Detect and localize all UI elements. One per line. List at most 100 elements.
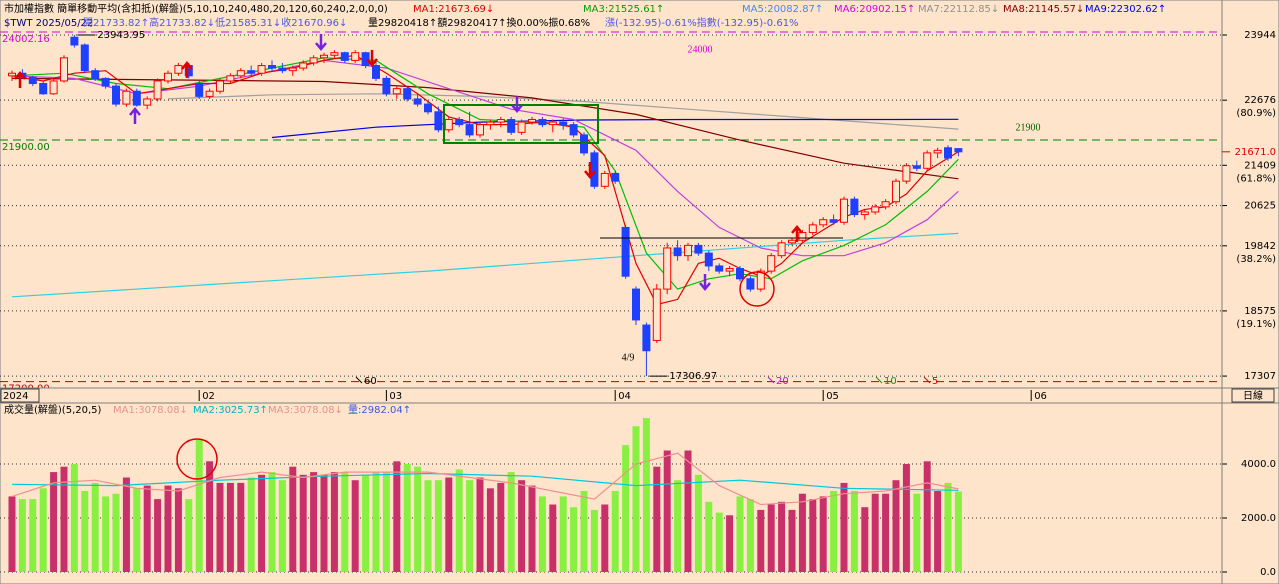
candle-body [642, 324, 651, 352]
volume-bar [351, 480, 359, 572]
ma-line [11, 232, 959, 298]
volume-bar [674, 480, 682, 572]
candle-body [143, 98, 152, 106]
volume-bar [8, 496, 16, 572]
volume-bar [788, 509, 796, 572]
volume-bar [289, 466, 297, 572]
candle-body [663, 247, 672, 290]
fib-label: (80.9%) [1236, 108, 1276, 119]
volume-bar [18, 499, 26, 572]
volume-bar [486, 488, 494, 572]
signal-arrow [181, 61, 193, 78]
candle-body [808, 224, 817, 234]
candle-body [912, 165, 921, 169]
candle-body [299, 62, 308, 69]
volume-bar [143, 485, 151, 572]
y-tick-label: 4000.0 [1241, 459, 1276, 470]
volume-bar [861, 507, 869, 572]
candle-body [122, 90, 131, 105]
legend-entry: MA2:3025.73↑ [193, 405, 268, 416]
volume-bar [549, 504, 557, 572]
candle-body [652, 288, 661, 341]
candle-body [372, 65, 380, 79]
volume-bar [466, 480, 474, 572]
volume-bar [902, 464, 910, 572]
reference-label: 21900.00 [2, 142, 50, 153]
volume-bar [746, 499, 754, 572]
volume-bar [601, 504, 609, 572]
candle-body [611, 172, 620, 182]
legend-entry: MA1:3078.08↓ [113, 405, 188, 416]
period-tick [355, 376, 363, 384]
volume-bar [445, 477, 453, 572]
volume-bar [507, 472, 515, 572]
timeframe-box [1231, 388, 1275, 403]
volume-bar [892, 480, 900, 572]
fib-label: (19.1%) [1236, 319, 1276, 330]
candle-body [39, 83, 48, 95]
signal-arrow [129, 107, 141, 124]
candle-body [424, 103, 432, 113]
volume-bar [663, 450, 671, 572]
volume-bar [112, 493, 120, 572]
candle-body [288, 67, 297, 72]
volume-bar [268, 472, 276, 572]
volume-bar [694, 474, 702, 572]
volume-bar [538, 496, 546, 572]
volume-bar [91, 482, 99, 572]
candle-body [892, 180, 900, 203]
volume-bar [767, 504, 775, 572]
volume-bar [923, 461, 931, 572]
info-text: 量29820418↑額29820417↑換0.00%振0.68% [368, 16, 590, 29]
candle-body [382, 77, 391, 95]
candle-body [559, 121, 568, 126]
volume-bar [570, 507, 578, 572]
volume-bar [518, 480, 526, 572]
candle-body [746, 278, 755, 290]
candle-body [91, 70, 100, 79]
period-mark: 20 [776, 376, 789, 387]
signal-arrow [584, 162, 596, 179]
candle-body [933, 149, 942, 154]
reference-label: 24002.16 [2, 34, 50, 45]
candle-body [569, 124, 578, 136]
candle-body [704, 252, 713, 267]
volume-bar [642, 418, 650, 572]
candle-body [850, 198, 859, 216]
candle-body [112, 85, 120, 105]
volume-bar [206, 461, 214, 572]
volume-bar [320, 474, 328, 572]
legend-entry: MA9:22302.62↑ [1085, 4, 1166, 15]
volume-bar [528, 485, 536, 572]
candle-body [528, 118, 536, 123]
volume-bar [434, 480, 442, 572]
volume-bar [590, 509, 598, 572]
y-tick-label: 21409 [1244, 160, 1276, 171]
y-tick-label: 2000.0 [1241, 513, 1276, 524]
candle-body [226, 75, 235, 82]
info-text: 漲(-132.95)-0.61%指數(-132.95)-0.61% [605, 16, 799, 29]
candle-body [715, 265, 724, 272]
x-tick-label: 2024 [3, 391, 28, 402]
candle-body [767, 255, 776, 272]
volume-bar [393, 461, 401, 572]
period-tick [767, 376, 775, 384]
ma-line [167, 93, 959, 130]
candle-body [476, 124, 484, 136]
candle-body [247, 70, 256, 74]
volume-bar [164, 485, 172, 572]
volume-bar [455, 469, 463, 572]
signal-arrow [791, 225, 803, 242]
volume-bar [715, 512, 723, 572]
candle-body [777, 242, 786, 257]
x-tick-label: 02 [202, 391, 215, 402]
candle-body [455, 118, 464, 126]
signal-arrow [315, 34, 327, 51]
annotation: 24000 [688, 44, 713, 55]
volume-bar [60, 466, 68, 572]
volume-bar [871, 493, 879, 572]
volume-bar [653, 466, 661, 572]
volume-bar [341, 472, 349, 572]
candle-body [756, 270, 765, 290]
